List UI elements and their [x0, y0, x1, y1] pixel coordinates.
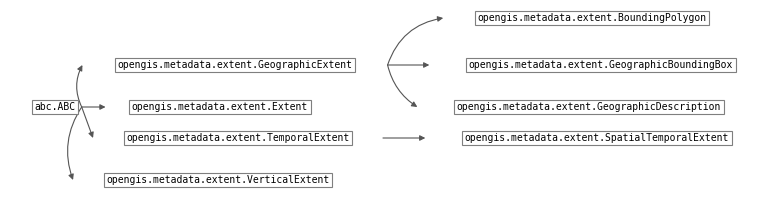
Text: opengis.metadata.extent.BoundingPolygon: opengis.metadata.extent.BoundingPolygon	[478, 13, 707, 23]
Text: abc.ABC: abc.ABC	[35, 102, 75, 112]
Text: opengis.metadata.extent.GeographicDescription: opengis.metadata.extent.GeographicDescri…	[457, 102, 721, 112]
Text: opengis.metadata.extent.GeographicExtent: opengis.metadata.extent.GeographicExtent	[118, 60, 353, 70]
Text: opengis.metadata.extent.VerticalExtent: opengis.metadata.extent.VerticalExtent	[107, 175, 329, 185]
Text: opengis.metadata.extent.GeographicBoundingBox: opengis.metadata.extent.GeographicBoundi…	[468, 60, 733, 70]
Text: opengis.metadata.extent.TemporalExtent: opengis.metadata.extent.TemporalExtent	[127, 133, 349, 143]
Text: opengis.metadata.extent.SpatialTemporalExtent: opengis.metadata.extent.SpatialTemporalE…	[465, 133, 729, 143]
Text: opengis.metadata.extent.Extent: opengis.metadata.extent.Extent	[132, 102, 308, 112]
